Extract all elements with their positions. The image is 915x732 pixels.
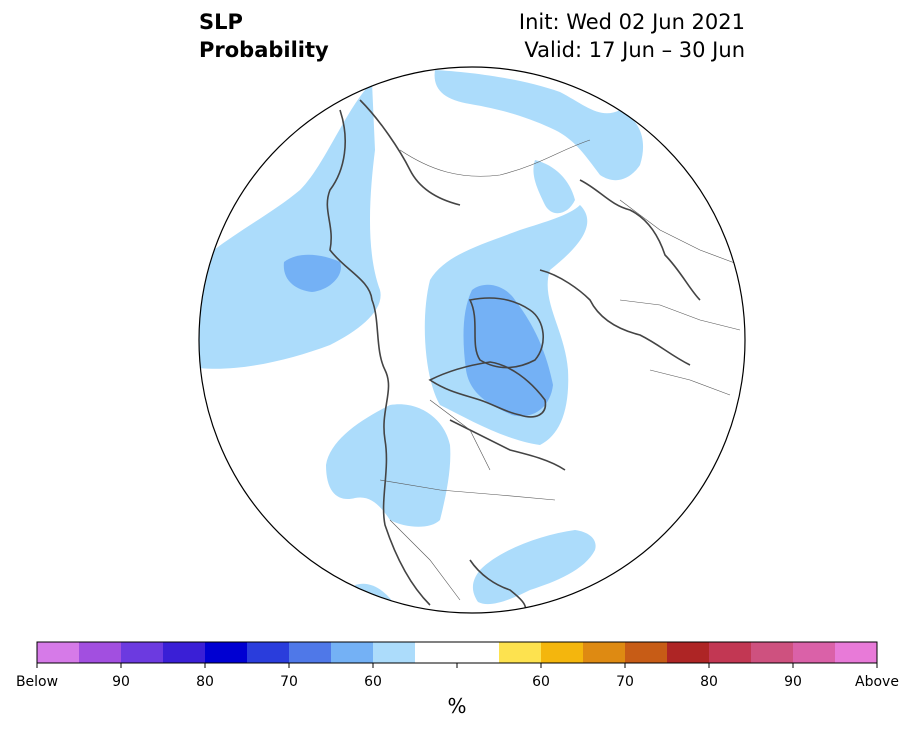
colorbar-cell [541,642,584,663]
north-pacific-below [199,82,381,369]
title-line-1: SLP [199,10,243,34]
colorbar-tick-label: 60 [532,674,550,690]
title-line-2: Probability [199,38,329,62]
colorbar-cell [583,642,626,663]
colorbar-cell [499,642,542,663]
colorbar-cell [121,642,164,663]
colorbar-cell [289,642,332,663]
colorbar-cell [457,642,500,663]
valid-range: Valid: 17 Jun – 30 Jun [524,38,745,62]
pacific-core-below [283,254,341,292]
init-date: Init: Wed 02 Jun 2021 [518,10,745,34]
colorbar-cell [247,642,290,663]
colorbar-cell [37,642,80,663]
colorbar-cell [793,642,836,663]
colorbar-tick-label: 70 [616,674,634,690]
colorbar-tick-label: 80 [700,674,718,690]
arctic-top-below [434,70,644,181]
canada-below [326,404,451,527]
colorbar-cell [373,642,416,663]
colorbar-tick-label: 60 [364,674,382,690]
colorbar-tick-label: 90 [784,674,802,690]
colorbar-unit: % [447,694,467,718]
colorbar-cell [79,642,122,663]
colorbar-cell [709,642,752,663]
colorbar-ticks [36,663,878,668]
colorbar-tick-label: 70 [280,674,298,690]
borders [379,139,741,601]
map-title: SLP Probability [199,8,329,64]
colorbar-tick-label: 80 [196,674,214,690]
colorbar-tick-label: Above [855,674,899,690]
coastlines [326,99,701,613]
colorbar-cell [625,642,668,663]
atlantic-below [472,530,596,605]
colorbar-tick-label: 90 [112,674,130,690]
forecast-dates: Init: Wed 02 Jun 2021 Valid: 17 Jun – 30… [519,8,745,64]
map-boundary [198,66,746,614]
arctic-mid-below [533,160,575,214]
colorbar-cell [415,642,458,663]
colorbar-cell [331,642,374,663]
colorbar-cell [667,642,710,663]
colorbar-cells [37,642,878,663]
colorbar-cell [835,642,878,663]
colorbar-tick-label: Below [15,674,59,690]
probability-fields [199,70,741,613]
colorbar-cell [205,642,248,663]
colorbar-cell [751,642,794,663]
colorbar-cell [163,642,206,663]
polar-map [198,66,746,614]
